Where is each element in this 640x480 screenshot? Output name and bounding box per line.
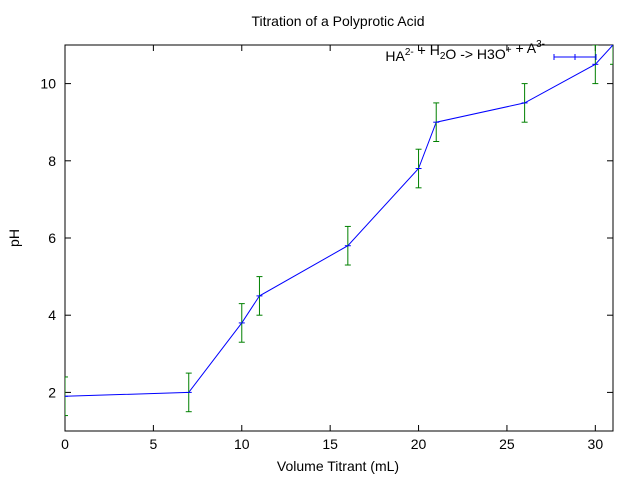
x-tick-label: 10 [234, 436, 250, 452]
legend-label: HA2- + H2O -> H3O+ + A3- [385, 39, 545, 64]
legend-text: HA [385, 48, 405, 64]
x-tick-label: 30 [588, 436, 604, 452]
data-point [521, 83, 528, 123]
data-point [610, 45, 613, 65]
data-point [592, 45, 599, 85]
y-axis-label: pH [6, 229, 22, 247]
legend-text: + A [512, 40, 537, 56]
axes [64, 44, 614, 432]
x-tick-label: 15 [322, 436, 338, 452]
chart-title: Titration of a Polyprotic Acid [251, 13, 424, 29]
legend-superscript: 3- [536, 39, 545, 50]
plot-border [64, 44, 614, 432]
legend-text: O -> H3O [445, 46, 505, 62]
legend-superscript: 2- [405, 47, 414, 58]
data-point [415, 148, 422, 189]
y-tick-label: 6 [48, 230, 56, 246]
x-axis-label: Volume Titrant (mL) [277, 458, 399, 474]
legend-text: + H [414, 42, 440, 58]
data-point [256, 276, 263, 316]
y-tick-label: 10 [40, 76, 56, 92]
data-point [433, 102, 440, 142]
x-tick-label: 25 [499, 436, 515, 452]
x-tick-label: 5 [149, 436, 157, 452]
y-tick-label: 8 [48, 153, 56, 169]
legend-subscript: 2 [440, 51, 446, 62]
y-ticks: 2 4 6 8 10 [40, 76, 613, 400]
data-point [344, 225, 351, 266]
x-ticks: 0 5 10 15 20 25 30 [61, 45, 603, 452]
plot-area [65, 45, 613, 417]
data-point [65, 376, 68, 417]
legend: HA2- + H2O -> H3O+ + A3- [385, 39, 597, 64]
x-tick-label: 20 [411, 436, 427, 452]
legend-superscript: + [506, 45, 512, 56]
y-tick-label: 4 [48, 307, 56, 323]
y-tick-label: 2 [48, 384, 56, 400]
data-point [238, 303, 245, 343]
x-tick-label: 0 [61, 436, 69, 452]
series-line [65, 45, 613, 397]
data-point [185, 372, 192, 413]
